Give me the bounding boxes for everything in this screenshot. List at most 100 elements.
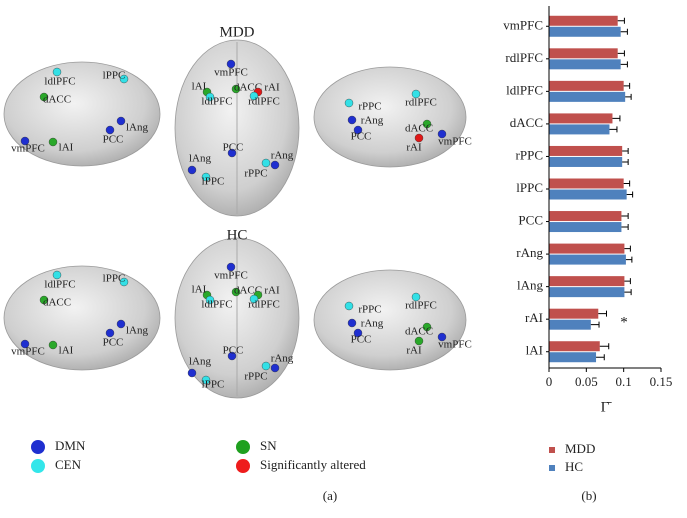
- bar: [549, 222, 622, 233]
- bar: [549, 91, 626, 102]
- error-bar: [623, 180, 631, 187]
- legend-label: CEN: [55, 457, 82, 472]
- error-bar: [626, 191, 634, 198]
- bar: [549, 319, 591, 330]
- node-label: lAng: [189, 356, 212, 368]
- node: [353, 125, 363, 135]
- node: [20, 136, 30, 146]
- node-label: rAng: [361, 115, 384, 127]
- node: [39, 295, 49, 305]
- node: [20, 339, 30, 349]
- bar: [549, 211, 622, 222]
- node-label: ldlPFC: [201, 299, 232, 311]
- x-tick-label: 0.1: [616, 374, 632, 389]
- error-bar: [617, 17, 625, 24]
- node-label: vmPFC: [214, 67, 248, 79]
- node-label: PCC: [351, 131, 372, 143]
- node: [347, 115, 357, 125]
- node-label: rdlPFC: [405, 97, 437, 109]
- x-tick-label: 0.05: [575, 374, 598, 389]
- node-label: vmPFC: [438, 136, 472, 148]
- error-bar: [622, 147, 629, 154]
- node: [201, 172, 211, 182]
- node: [48, 340, 58, 350]
- node: [231, 287, 241, 297]
- error-bar: [612, 115, 621, 122]
- caption: (a): [323, 488, 337, 503]
- annotation: *: [620, 315, 628, 331]
- node: [187, 368, 197, 378]
- legend-marker: [236, 440, 250, 454]
- node: [437, 129, 447, 139]
- bar: [549, 80, 624, 91]
- node: [187, 165, 197, 175]
- node: [39, 92, 49, 102]
- node-label: vmPFC: [11, 346, 45, 358]
- node: [261, 158, 271, 168]
- y-tick-label: lPPC: [516, 180, 543, 195]
- node: [205, 92, 215, 102]
- legend-label: SN: [260, 438, 277, 453]
- legend-marker: [549, 465, 555, 471]
- bar: [549, 124, 610, 135]
- node: [437, 332, 447, 342]
- legend-label: Significantly altered: [260, 457, 366, 472]
- node-label: rdlPFC: [248, 299, 280, 311]
- node: [344, 98, 354, 108]
- node: [270, 363, 280, 373]
- bar: [549, 145, 623, 156]
- node-label: dACC: [405, 123, 433, 135]
- group-title: MDD: [219, 24, 254, 40]
- node: [249, 91, 259, 101]
- node-label: ldlPFC: [44, 76, 75, 88]
- brain-right: [313, 66, 467, 168]
- node-label: rPPC: [244, 371, 267, 383]
- bar: [549, 48, 618, 59]
- bar: [549, 156, 623, 167]
- node: [201, 375, 211, 385]
- node-label: dACC: [43, 297, 71, 309]
- y-tick-label: rAI: [525, 310, 543, 325]
- node-label: lAI: [59, 345, 74, 357]
- node-label: rAng: [361, 318, 384, 330]
- brain-left: [3, 61, 161, 167]
- x-tick-label: 0: [546, 374, 553, 389]
- node: [411, 292, 421, 302]
- node: [227, 148, 237, 158]
- node: [422, 322, 432, 332]
- group-title: HC: [227, 227, 248, 243]
- y-tick-label: rAng: [516, 245, 543, 260]
- y-tick-label: ldlPFC: [506, 82, 543, 97]
- error-bar: [621, 224, 629, 231]
- node: [227, 351, 237, 361]
- node: [414, 336, 424, 346]
- legend-label: MDD: [565, 441, 595, 456]
- y-tick-label: vmPFC: [503, 17, 543, 32]
- node: [226, 59, 236, 69]
- error-bar: [621, 213, 629, 220]
- bar: [549, 189, 627, 200]
- bar: [549, 341, 600, 352]
- node-label: rAI: [406, 142, 422, 154]
- node-label: rPPC: [358, 101, 381, 113]
- legend-marker: [549, 447, 555, 453]
- node: [411, 89, 421, 99]
- node: [105, 328, 115, 338]
- brain-right: [313, 269, 467, 371]
- node-label: lAI: [192, 284, 207, 296]
- node: [414, 133, 424, 143]
- node-label: PCC: [223, 345, 244, 357]
- node-label: lPPC: [103, 273, 126, 285]
- node-label: lPPC: [202, 176, 225, 188]
- node-label: lAng: [126, 325, 149, 337]
- error-bar: [623, 82, 631, 89]
- bar: [549, 254, 626, 265]
- y-tick-label: rdlPFC: [505, 50, 543, 65]
- node-label: lAng: [189, 153, 212, 165]
- node: [347, 318, 357, 328]
- bar: [549, 308, 599, 319]
- node: [231, 84, 241, 94]
- node-label: lAI: [59, 142, 74, 154]
- legend-label: HC: [565, 459, 583, 474]
